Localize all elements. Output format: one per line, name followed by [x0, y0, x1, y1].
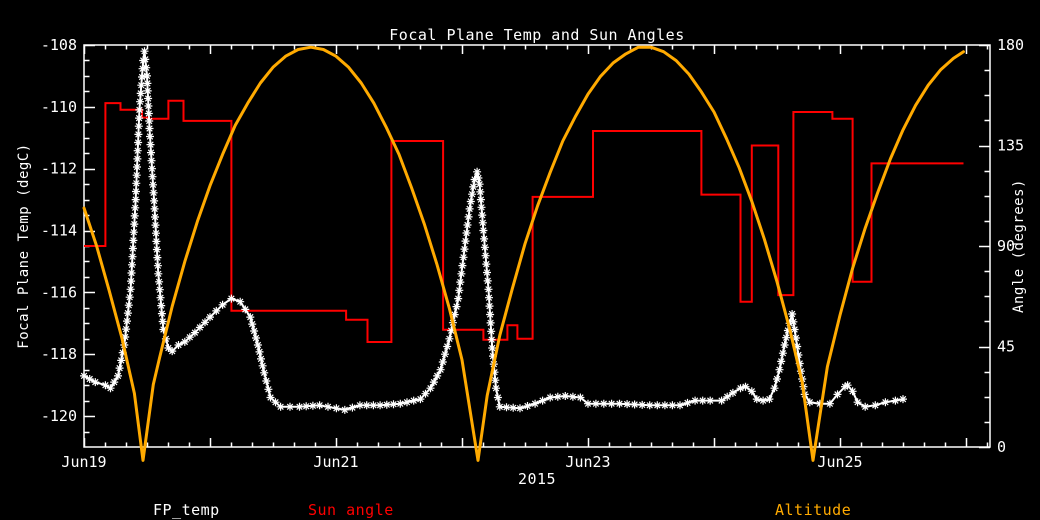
chart-title: Focal Plane Temp and Sun Angles — [389, 26, 685, 44]
left-tick-label: -116 — [41, 283, 77, 301]
x-tick-label: Jun21 — [313, 453, 358, 471]
x-tick-label: Jun23 — [565, 453, 610, 471]
left-axis-title: Focal Plane Temp (degC) — [16, 143, 32, 349]
left-tick-label: -108 — [41, 36, 77, 54]
legend-item-sun-angle: Sun angle — [308, 501, 394, 519]
series-altitude — [82, 45, 965, 462]
right-tick-label: 0 — [997, 438, 1006, 456]
x-axis-year-label: 2015 — [517, 470, 557, 488]
left-tick-label: -110 — [41, 98, 77, 116]
x-tick-label: Jun25 — [817, 453, 862, 471]
left-tick-label: -120 — [41, 407, 77, 425]
right-tick-label: 45 — [997, 338, 1015, 356]
left-tick-label: -118 — [41, 345, 77, 363]
x-tick-label: Jun19 — [61, 453, 106, 471]
series-sun-angle — [84, 99, 964, 343]
right-tick-label: 180 — [997, 36, 1024, 54]
right-tick-label: 90 — [997, 237, 1015, 255]
series-fp-temp-markers — [80, 47, 907, 414]
axes-frame — [83, 44, 991, 448]
right-tick-label: 135 — [997, 137, 1024, 155]
left-tick-label: -114 — [41, 222, 77, 240]
axis-ticks — [83, 44, 990, 449]
left-tick-label: -112 — [41, 160, 77, 178]
legend-item-altitude: Altitude — [775, 501, 852, 519]
right-axis-title: Angle (degrees) — [1011, 179, 1027, 313]
legend-item-fp-temp: FP_temp — [153, 501, 220, 519]
